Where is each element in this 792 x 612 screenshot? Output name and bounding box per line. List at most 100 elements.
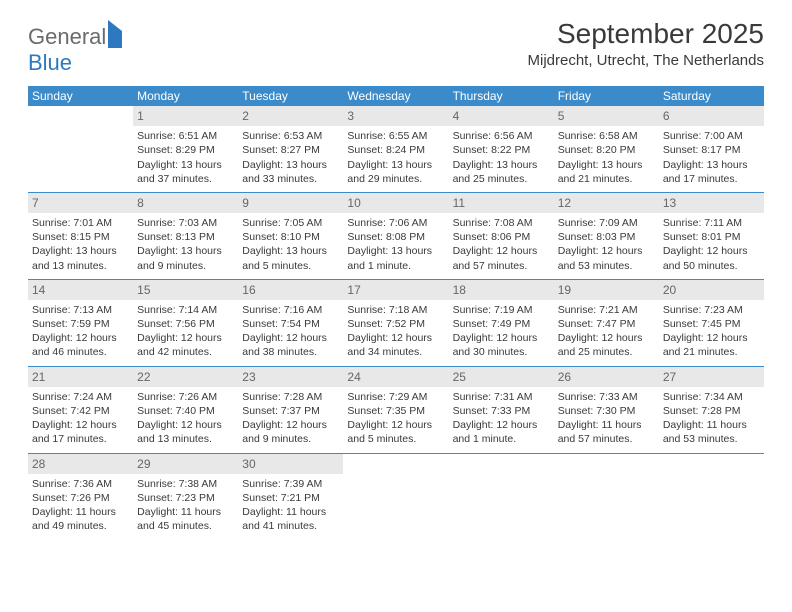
- day-info: Sunrise: 7:33 AMSunset: 7:30 PMDaylight:…: [558, 390, 655, 447]
- day-number: 2: [238, 106, 343, 126]
- day-number: 20: [659, 280, 764, 300]
- calendar-cell: 5Sunrise: 6:58 AMSunset: 8:20 PMDaylight…: [554, 106, 659, 192]
- logo-triangle-icon: [108, 20, 122, 48]
- header-right: September 2025 Mijdrecht, Utrecht, The N…: [528, 18, 765, 69]
- day-of-week-header: Sunday Monday Tuesday Wednesday Thursday…: [28, 86, 764, 106]
- calendar-cell: 24 Sunrise: 7:29 AMSunset: 7:35 PMDayligh…: [343, 367, 448, 453]
- day-info: Sunrise: 7:19 AMSunset: 7:49 PMDaylight:…: [453, 303, 550, 360]
- day-number: 12: [554, 193, 659, 213]
- calendar-week: 14 Sunrise: 7:13 AMSunset: 7:59 PMDayligh…: [28, 280, 764, 367]
- day-info: Sunrise: 7:31 AMSunset: 7:33 PMDaylight:…: [453, 390, 550, 447]
- calendar-cell: 19 Sunrise: 7:21 AMSunset: 7:47 PMDayligh…: [554, 280, 659, 366]
- day-number: 22: [133, 367, 238, 387]
- calendar-cell: 3 Sunrise: 6:55 AMSunset: 8:24 PMDaylight…: [343, 106, 448, 192]
- calendar-cell: 7Sunrise: 7:01 AMSunset: 8:15 PMDaylight…: [28, 193, 133, 279]
- calendar-cell: 16Sunrise: 7:16 AMSunset: 7:54 PMDayligh…: [238, 280, 343, 366]
- day-info: Sunrise: 7:34 AMSunset: 7:28 PMDaylight:…: [663, 390, 760, 447]
- calendar-cell: 20 Sunrise: 7:23 AMSunset: 7:45 PMDayligh…: [659, 280, 764, 366]
- calendar-cell: [343, 454, 448, 540]
- day-number: 6: [659, 106, 764, 126]
- calendar-page: General Blue September 2025 Mijdrecht, U…: [0, 0, 792, 549]
- calendar-cell: 10 Sunrise: 7:06 AMSunset: 8:08 PMDayligh…: [343, 193, 448, 279]
- day-number: 23: [238, 367, 343, 387]
- day-number: 28: [28, 454, 133, 474]
- header: General Blue September 2025 Mijdrecht, U…: [28, 18, 764, 76]
- dow-thu: Thursday: [449, 89, 554, 103]
- calendar-cell: [449, 454, 554, 540]
- day-number: 17: [343, 280, 448, 300]
- day-info: Sunrise: 6:55 AMSunset: 8:24 PMDaylight:…: [347, 129, 444, 186]
- calendar-cell: 30 Sunrise: 7:39 AMSunset: 7:21 PMDayligh…: [238, 454, 343, 540]
- calendar-cell: [659, 454, 764, 540]
- calendar-cell: 11Sunrise: 7:08 AMSunset: 8:06 PMDayligh…: [449, 193, 554, 279]
- day-info: Sunrise: 7:03 AMSunset: 8:13 PMDaylight:…: [137, 216, 234, 273]
- day-number: 26: [554, 367, 659, 387]
- calendar-cell: 8 Sunrise: 7:03 AMSunset: 8:13 PMDaylight…: [133, 193, 238, 279]
- day-number: 24: [343, 367, 448, 387]
- calendar-cell: 14 Sunrise: 7:13 AMSunset: 7:59 PMDayligh…: [28, 280, 133, 366]
- day-info: Sunrise: 6:53 AMSunset: 8:27 PMDaylight:…: [242, 129, 339, 186]
- calendar-cell: 28 Sunrise: 7:36 AMSunset: 7:26 PMDayligh…: [28, 454, 133, 540]
- day-info: Sunrise: 7:05 AMSunset: 8:10 PMDaylight:…: [242, 216, 339, 273]
- day-number: 13: [659, 193, 764, 213]
- calendar-cell: 18 Sunrise: 7:19 AMSunset: 7:49 PMDayligh…: [449, 280, 554, 366]
- calendar-cell: 2 Sunrise: 6:53 AMSunset: 8:27 PMDaylight…: [238, 106, 343, 192]
- day-info: Sunrise: 7:39 AMSunset: 7:21 PMDaylight:…: [242, 477, 339, 534]
- page-title: September 2025: [528, 18, 765, 50]
- calendar-cell: 21 Sunrise: 7:24 AMSunset: 7:42 PMDayligh…: [28, 367, 133, 453]
- day-info: Sunrise: 7:29 AMSunset: 7:35 PMDaylight:…: [347, 390, 444, 447]
- calendar-cell: 4 Sunrise: 6:56 AMSunset: 8:22 PMDaylight…: [449, 106, 554, 192]
- day-number: 10: [343, 193, 448, 213]
- day-number: 18: [449, 280, 554, 300]
- day-info: Sunrise: 7:38 AMSunset: 7:23 PMDaylight:…: [137, 477, 234, 534]
- calendar-cell: 22 Sunrise: 7:26 AMSunset: 7:40 PMDayligh…: [133, 367, 238, 453]
- day-info: Sunrise: 7:06 AMSunset: 8:08 PMDaylight:…: [347, 216, 444, 273]
- logo-word2: Blue: [28, 50, 72, 75]
- dow-sat: Saturday: [659, 89, 764, 103]
- calendar-week: 28 Sunrise: 7:36 AMSunset: 7:26 PMDayligh…: [28, 454, 764, 540]
- dow-sun: Sunday: [28, 89, 133, 103]
- logo-word1: General: [28, 24, 106, 49]
- day-number: 4: [449, 106, 554, 126]
- day-number: 21: [28, 367, 133, 387]
- logo: General Blue: [28, 18, 122, 76]
- day-info: Sunrise: 7:13 AMSunset: 7:59 PMDaylight:…: [32, 303, 129, 360]
- calendar-week: 21 Sunrise: 7:24 AMSunset: 7:42 PMDayligh…: [28, 367, 764, 454]
- day-info: Sunrise: 7:26 AMSunset: 7:40 PMDaylight:…: [137, 390, 234, 447]
- day-number: 30: [238, 454, 343, 474]
- calendar-cell: 6 Sunrise: 7:00 AMSunset: 8:17 PMDaylight…: [659, 106, 764, 192]
- calendar-cell: 23 Sunrise: 7:28 AMSunset: 7:37 PMDayligh…: [238, 367, 343, 453]
- dow-wed: Wednesday: [343, 89, 448, 103]
- day-info: Sunrise: 6:51 AMSunset: 8:29 PMDaylight:…: [137, 129, 234, 186]
- day-info: Sunrise: 7:11 AMSunset: 8:01 PMDaylight:…: [663, 216, 760, 273]
- day-number: 3: [343, 106, 448, 126]
- day-number: 15: [133, 280, 238, 300]
- calendar-cell: 26 Sunrise: 7:33 AMSunset: 7:30 PMDayligh…: [554, 367, 659, 453]
- calendar-cell: 25Sunrise: 7:31 AMSunset: 7:33 PMDayligh…: [449, 367, 554, 453]
- day-info: Sunrise: 7:36 AMSunset: 7:26 PMDaylight:…: [32, 477, 129, 534]
- calendar-cell: 27Sunrise: 7:34 AMSunset: 7:28 PMDayligh…: [659, 367, 764, 453]
- calendar-week: 7Sunrise: 7:01 AMSunset: 8:15 PMDaylight…: [28, 193, 764, 280]
- day-info: Sunrise: 7:08 AMSunset: 8:06 PMDaylight:…: [453, 216, 550, 273]
- day-info: Sunrise: 7:24 AMSunset: 7:42 PMDaylight:…: [32, 390, 129, 447]
- day-number: 9: [238, 193, 343, 213]
- logo-text: General Blue: [28, 24, 122, 76]
- dow-mon: Monday: [133, 89, 238, 103]
- day-info: Sunrise: 7:21 AMSunset: 7:47 PMDaylight:…: [558, 303, 655, 360]
- day-info: Sunrise: 7:23 AMSunset: 7:45 PMDaylight:…: [663, 303, 760, 360]
- location: Mijdrecht, Utrecht, The Netherlands: [528, 52, 765, 69]
- calendar: Sunday Monday Tuesday Wednesday Thursday…: [28, 86, 764, 539]
- day-number: 29: [133, 454, 238, 474]
- dow-tue: Tuesday: [238, 89, 343, 103]
- day-info: Sunrise: 6:56 AMSunset: 8:22 PMDaylight:…: [453, 129, 550, 186]
- day-number: 14: [28, 280, 133, 300]
- day-info: Sunrise: 7:28 AMSunset: 7:37 PMDaylight:…: [242, 390, 339, 447]
- day-info: Sunrise: 7:01 AMSunset: 8:15 PMDaylight:…: [32, 216, 129, 273]
- calendar-cell: 1Sunrise: 6:51 AMSunset: 8:29 PMDaylight…: [133, 106, 238, 192]
- day-number: 19: [554, 280, 659, 300]
- calendar-cell: [28, 106, 133, 192]
- day-number: 8: [133, 193, 238, 213]
- calendar-cell: 29 Sunrise: 7:38 AMSunset: 7:23 PMDayligh…: [133, 454, 238, 540]
- day-info: Sunrise: 7:00 AMSunset: 8:17 PMDaylight:…: [663, 129, 760, 186]
- day-number: 5: [554, 106, 659, 126]
